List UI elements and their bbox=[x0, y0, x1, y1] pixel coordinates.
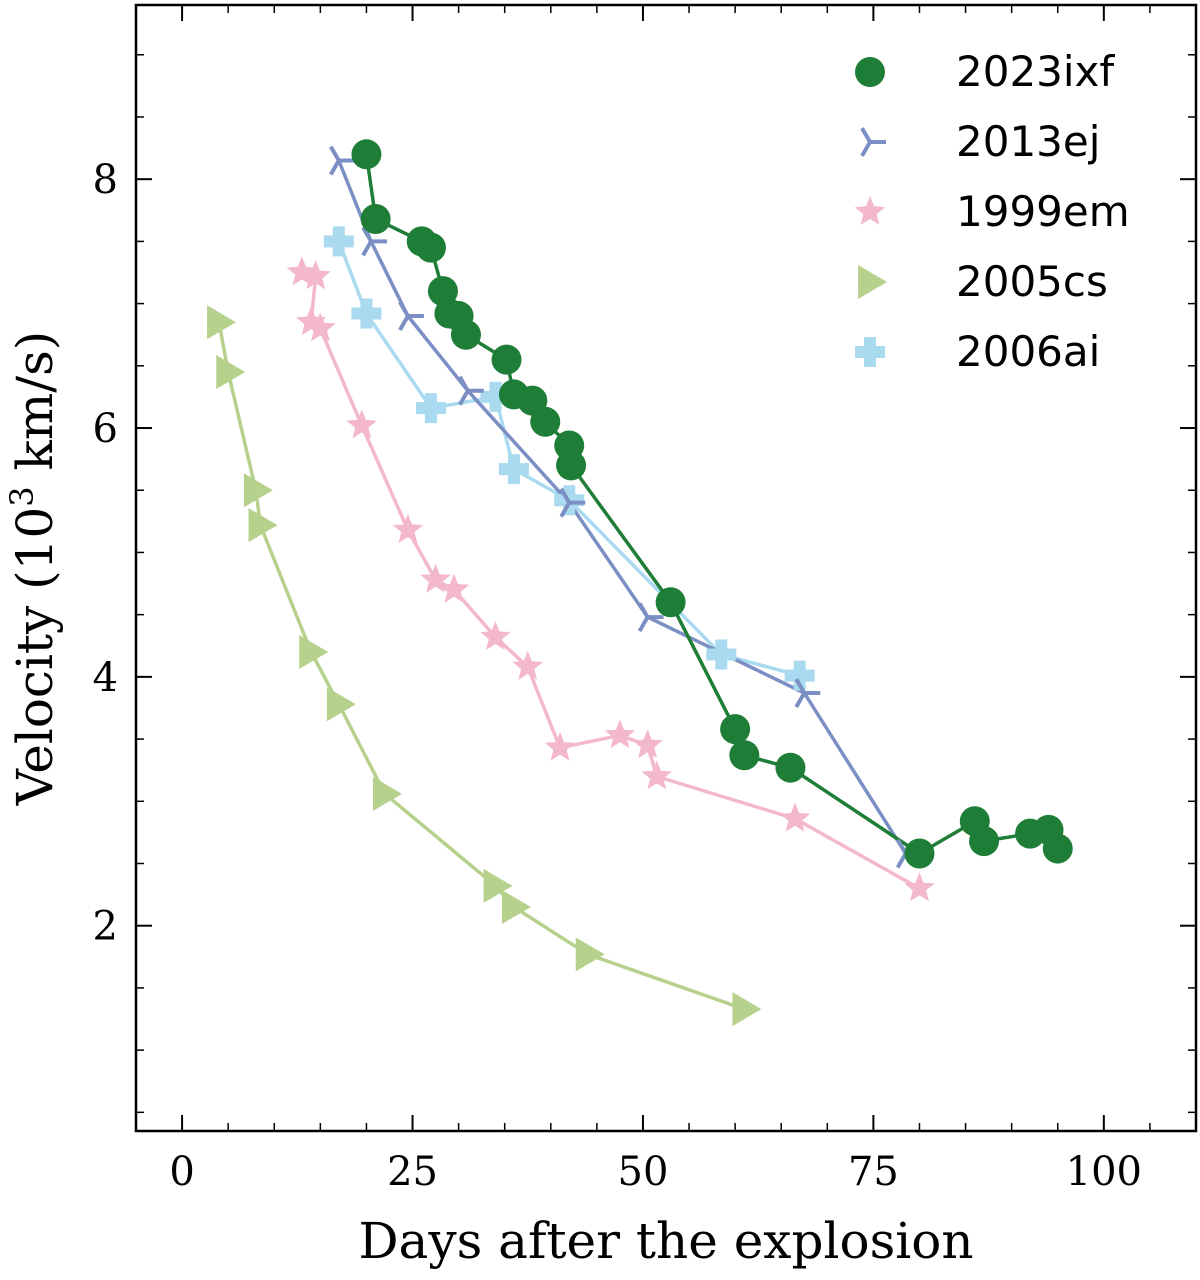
point-1999em bbox=[632, 729, 663, 759]
point-2005cs bbox=[732, 992, 762, 1027]
point-2006ai bbox=[351, 298, 382, 329]
y-axis-label: Velocity (103 km/s) bbox=[3, 331, 64, 807]
x-tick-label: 25 bbox=[387, 1149, 438, 1195]
point-2005cs bbox=[483, 868, 513, 903]
plot-frame bbox=[134, 3, 1198, 1133]
legend-label-2006ai: 2006ai bbox=[956, 327, 1100, 376]
point-1999em bbox=[300, 260, 331, 290]
legend-label-2013ej: 2013ej bbox=[956, 117, 1100, 166]
legend: 2023ixf 2013ej 1999em 2005cs 2006ai bbox=[854, 47, 1130, 376]
point-1999em bbox=[512, 650, 543, 680]
legend-marker-2023ixf bbox=[855, 57, 885, 87]
point-2006ai bbox=[498, 454, 529, 485]
series-line-2005cs bbox=[217, 321, 745, 1011]
point-2023ixf bbox=[969, 826, 999, 857]
point-2023ixf bbox=[491, 344, 522, 375]
point-2005cs bbox=[299, 634, 329, 669]
legend-marker-2013ej bbox=[860, 127, 886, 157]
point-2005cs bbox=[207, 305, 236, 340]
legend-marker-2006ai bbox=[855, 337, 885, 367]
point-2023ixf bbox=[360, 204, 391, 235]
point-2013ej bbox=[794, 678, 821, 708]
point-2013ej bbox=[458, 375, 484, 406]
point-1999em bbox=[544, 731, 576, 761]
point-2023ixf bbox=[729, 740, 760, 771]
point-1999em bbox=[420, 563, 451, 593]
y-tick-label: 8 bbox=[93, 157, 118, 203]
point-2005cs bbox=[243, 473, 273, 508]
point-1999em bbox=[641, 760, 672, 790]
legend-label-2005cs: 2005cs bbox=[956, 257, 1108, 306]
series-lines bbox=[217, 154, 1060, 1011]
point-2006ai bbox=[323, 226, 354, 257]
point-1999em bbox=[392, 514, 424, 543]
point-2005cs bbox=[502, 890, 531, 925]
point-2023ixf bbox=[904, 838, 935, 869]
x-tick-label: 50 bbox=[618, 1149, 669, 1195]
point-2006ai bbox=[480, 381, 511, 412]
point-2013ej bbox=[637, 602, 664, 633]
point-2013ej bbox=[361, 226, 388, 257]
series-markers bbox=[207, 139, 1073, 1027]
point-2006ai bbox=[415, 393, 446, 424]
point-2023ixf bbox=[720, 714, 751, 745]
point-1999em bbox=[438, 573, 470, 603]
point-2005cs bbox=[216, 355, 246, 390]
point-1999em bbox=[346, 409, 377, 439]
point-2023ixf bbox=[655, 587, 686, 618]
legend-label-2023ixf: 2023ixf bbox=[956, 47, 1115, 96]
point-1999em bbox=[295, 306, 327, 336]
point-1999em bbox=[604, 719, 636, 749]
point-2005cs bbox=[575, 937, 605, 972]
point-2005cs bbox=[248, 508, 278, 543]
axis-ticks: 0 25 50 75 100 2 4 6 8 bbox=[93, 5, 1197, 1195]
point-2013ej bbox=[559, 487, 586, 518]
x-tick-label: 75 bbox=[848, 1149, 899, 1195]
point-2005cs bbox=[372, 776, 402, 811]
point-1999em bbox=[305, 312, 336, 342]
point-2023ixf bbox=[351, 139, 382, 170]
point-2013ej bbox=[329, 145, 355, 176]
point-1999em bbox=[286, 256, 318, 286]
point-2013ej bbox=[398, 301, 424, 331]
legend-marker-1999em bbox=[854, 196, 886, 225]
series-line-2023ixf bbox=[364, 154, 1060, 856]
point-1999em bbox=[904, 872, 935, 902]
point-2023ixf bbox=[1042, 833, 1073, 864]
x-axis-label: Days after the explosion bbox=[358, 1212, 973, 1270]
point-1999em bbox=[480, 621, 511, 650]
y-tick-label: 4 bbox=[93, 655, 118, 701]
point-2023ixf bbox=[775, 752, 806, 783]
point-2023ixf bbox=[450, 319, 481, 350]
point-2005cs bbox=[326, 687, 356, 722]
point-2006ai bbox=[784, 660, 815, 691]
point-1999em bbox=[779, 802, 811, 832]
point-2023ixf bbox=[556, 450, 587, 481]
series-line-2013ej bbox=[337, 159, 908, 855]
legend-marker-2005cs bbox=[858, 265, 887, 299]
legend-label-1999em: 1999em bbox=[956, 187, 1130, 236]
x-tick-label: 100 bbox=[1066, 1149, 1142, 1195]
point-2023ixf bbox=[530, 406, 561, 437]
x-tick-label: 0 bbox=[169, 1149, 194, 1195]
y-tick-label: 6 bbox=[93, 406, 118, 452]
y-tick-label: 2 bbox=[93, 904, 118, 950]
point-2006ai bbox=[706, 639, 737, 670]
point-2023ixf bbox=[415, 232, 446, 263]
